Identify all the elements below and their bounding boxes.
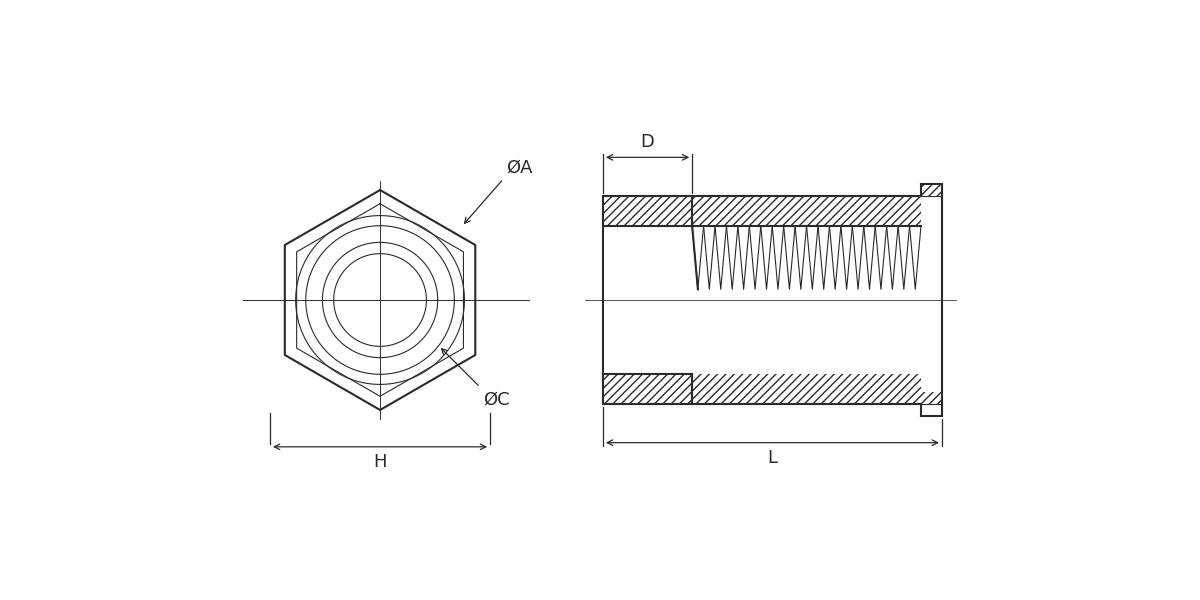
Bar (602, 196, 922, 226)
Text: D: D (641, 133, 654, 151)
Bar (922, 184, 942, 196)
Text: ØC: ØC (484, 391, 510, 409)
Bar (922, 392, 942, 404)
Text: ØA: ØA (506, 158, 533, 176)
Text: L: L (767, 449, 778, 467)
Bar (602, 374, 922, 404)
Text: H: H (373, 453, 386, 471)
